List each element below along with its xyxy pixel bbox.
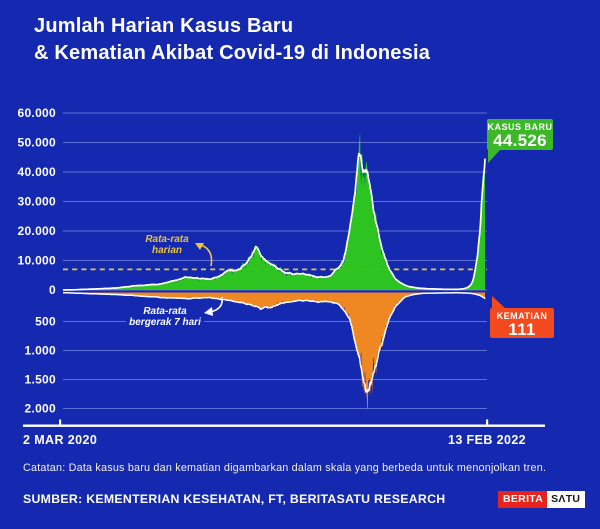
- cases-badge: KASUS BARU 44.526: [487, 119, 553, 163]
- page-title: Jumlah Harian Kasus Baru & Kematian Akib…: [34, 13, 430, 67]
- y-tick-label: 10.000: [17, 254, 56, 268]
- deaths-badge: KEMATIAN 111: [490, 296, 554, 339]
- cases-badge-label: KASUS BARU: [487, 122, 553, 132]
- x-axis-tick: [59, 419, 62, 425]
- y-tick-label: 60.000: [17, 106, 56, 120]
- beritasatu-logo: BERITA SΛTU: [498, 491, 586, 508]
- y-tick-label: 30.000: [17, 195, 56, 209]
- y-tick-label: 1.000: [24, 344, 56, 358]
- curved-arrow-icon: [195, 243, 213, 267]
- y-tick-label: 2.000: [24, 402, 56, 416]
- annotation-text: bergerak 7 hari: [129, 316, 201, 328]
- daily-average-annotation: Rata-rata harian: [138, 234, 196, 257]
- y-tick-label: 40.000: [17, 165, 56, 179]
- annotation-text: Rata-rata: [143, 306, 187, 317]
- y-tick-label: 500: [35, 315, 56, 329]
- x-axis-start-label: 2 MAR 2020: [23, 433, 98, 447]
- deaths-badge-label: KEMATIAN: [496, 311, 548, 321]
- cases-area: [63, 131, 485, 290]
- x-axis-line: [23, 424, 545, 427]
- annotation-text: harian: [151, 244, 182, 256]
- title-line-1: Jumlah Harian Kasus Baru: [34, 15, 294, 37]
- x-axis-tick: [486, 419, 489, 425]
- cases-badge-value: 44.526: [493, 131, 547, 150]
- cases-moving-average-line: [62, 152, 486, 291]
- y-tick-label: 0: [49, 283, 56, 297]
- deaths-moving-average-line: [62, 291, 486, 393]
- curved-arrow-icon: [204, 296, 224, 316]
- y-tick-label: 50.000: [17, 136, 56, 150]
- y-tick-label: 20.000: [17, 224, 56, 238]
- logo-satu: SΛTU: [547, 491, 586, 508]
- annotation-text: Rata-rata: [145, 234, 189, 245]
- title-line-2: & Kematian Akibat Covid-19 di Indonesia: [34, 42, 431, 64]
- moving-average-annotation: Rata-rata bergerak 7 hari: [126, 306, 204, 330]
- y-tick-label: 1.500: [24, 373, 56, 387]
- deaths-badge-value: 111: [508, 320, 536, 339]
- logo-berita: BERITA: [498, 491, 548, 508]
- x-axis-end-label: 13 FEB 2022: [447, 433, 527, 447]
- deaths-area: [63, 292, 485, 409]
- source-credit: SUMBER: KEMENTERIAN KESEHATAN, FT, BERIT…: [23, 492, 446, 506]
- footnote: Catatan: Data kasus baru dan kematian di…: [23, 462, 547, 474]
